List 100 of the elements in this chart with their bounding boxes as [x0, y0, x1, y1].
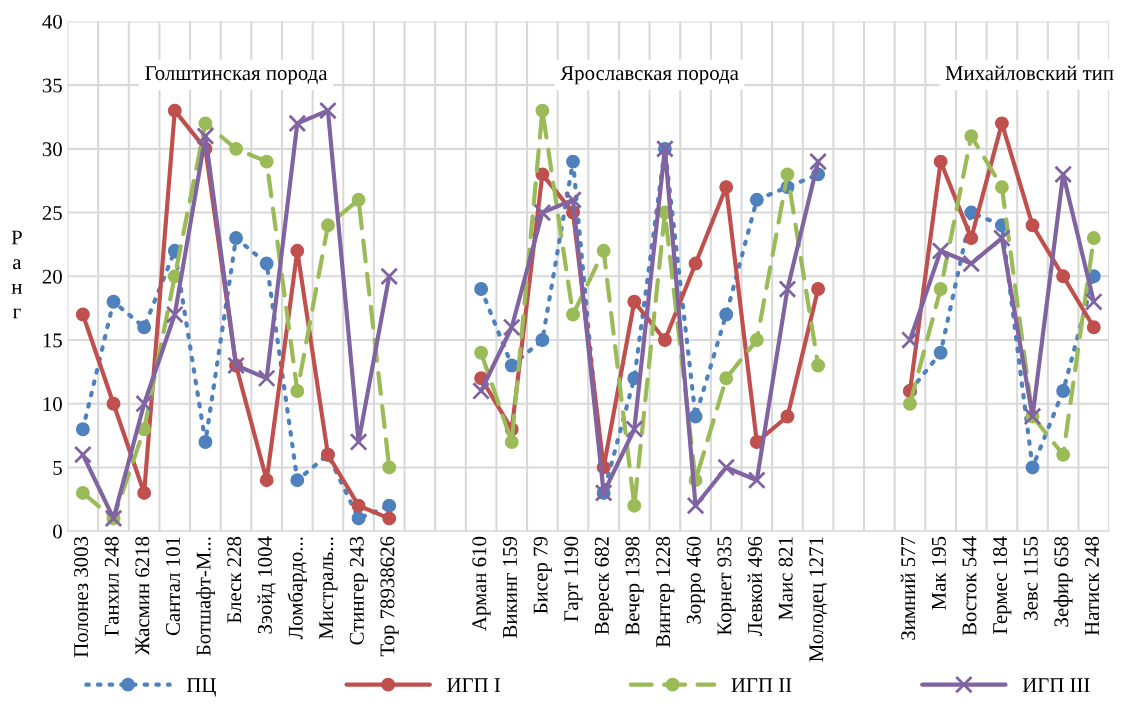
point: [106, 396, 121, 411]
point: [1086, 231, 1101, 245]
point: [903, 396, 917, 411]
x-tick-label: Зорро 460: [686, 536, 705, 624]
point: [535, 333, 550, 347]
point: [994, 180, 1009, 195]
point: [137, 320, 152, 335]
x-tick-label: Стингер 243: [349, 536, 369, 645]
point: [900, 330, 920, 350]
point: [472, 381, 491, 401]
point: [349, 432, 368, 451]
x-tick-label: Викинг 159: [502, 536, 517, 638]
point: [780, 167, 795, 182]
point: [566, 307, 580, 322]
point: [135, 394, 154, 413]
point: [1056, 447, 1071, 462]
point: [688, 256, 703, 271]
point: [747, 471, 766, 490]
x-tick-label: Зефир 658: [1053, 536, 1073, 627]
point: [933, 345, 948, 360]
x-tick-label: Натиск 248: [1084, 536, 1100, 636]
point: [290, 384, 305, 398]
x-tick-label: Винтер 1228: [656, 536, 675, 648]
point: [229, 141, 243, 156]
point: [259, 473, 274, 488]
point: [1025, 218, 1040, 233]
annotation: Голштинская порода: [145, 66, 328, 85]
point: [75, 307, 90, 322]
point: [165, 305, 184, 324]
point: [962, 254, 981, 273]
point: [778, 280, 797, 299]
point: [933, 154, 948, 169]
point: [321, 218, 335, 233]
x-tick-label: Ганхил 248: [104, 536, 119, 636]
point: [167, 103, 182, 118]
legend-label: ИГП II: [731, 678, 792, 692]
point: [535, 167, 550, 182]
point: [504, 435, 519, 449]
y-tick-label: 30: [42, 142, 62, 157]
y-tick-label: 5: [53, 461, 62, 475]
y-tick-label: 25: [42, 206, 62, 220]
point: [719, 307, 734, 322]
point: [627, 294, 642, 309]
point: [290, 473, 305, 488]
point: [931, 241, 950, 260]
point: [811, 282, 826, 296]
x-tick-label: Зимний 577: [900, 536, 916, 640]
point: [719, 371, 734, 386]
x-tick-label: Мак 195: [931, 536, 946, 610]
point: [627, 498, 642, 513]
x-tick-label: Восток 544: [962, 536, 977, 636]
point: [1025, 460, 1040, 475]
point: [198, 116, 213, 131]
point: [351, 511, 366, 526]
point: [811, 358, 826, 373]
point: [504, 358, 519, 373]
y-axis-title: Ранг: [11, 230, 22, 319]
x-tick-label: Левкой 496: [747, 536, 763, 637]
point: [382, 460, 397, 475]
point: [1056, 269, 1071, 284]
point: [382, 498, 397, 513]
point: [259, 154, 274, 169]
point: [1086, 320, 1101, 335]
x-tick-label: Зевс 1155: [1023, 536, 1038, 620]
point: [964, 231, 979, 245]
point: [1054, 165, 1073, 184]
x-tick-label: Ботшафт-М...: [195, 537, 215, 656]
point: [686, 496, 705, 515]
x-tick-label: Гермес 184: [993, 536, 1012, 634]
point: [382, 511, 397, 526]
point: [259, 256, 274, 271]
point: [719, 180, 734, 195]
point: [502, 318, 521, 337]
point: [380, 267, 399, 286]
x-tick-label: Жасмин 6218: [135, 536, 150, 656]
point: [749, 192, 764, 207]
point: [535, 103, 550, 118]
point: [196, 127, 215, 146]
x-tick-label: Вечер 1398: [625, 536, 644, 636]
point: [657, 333, 672, 347]
x-tick-label: Тор 78938626: [380, 536, 399, 657]
y-tick-label: 20: [42, 269, 62, 284]
point: [964, 129, 979, 144]
x-tick-label: Сантал 101: [165, 537, 180, 636]
point: [992, 229, 1011, 248]
point: [566, 154, 580, 169]
point: [137, 486, 152, 500]
x-tick-label: Зэойд 1004: [257, 536, 276, 634]
y-tick-label: 10: [43, 397, 62, 412]
point: [688, 409, 703, 424]
point: [351, 498, 366, 513]
x-tick-label: Мистраль...: [319, 537, 338, 640]
y-tick-label: 35: [42, 78, 62, 93]
y-tick-label: 40: [42, 14, 62, 29]
point: [533, 203, 552, 222]
point: [563, 190, 583, 209]
point: [717, 458, 736, 477]
point: [625, 420, 644, 439]
x-tick-label: Вереск 682: [594, 537, 614, 635]
point: [474, 345, 489, 360]
